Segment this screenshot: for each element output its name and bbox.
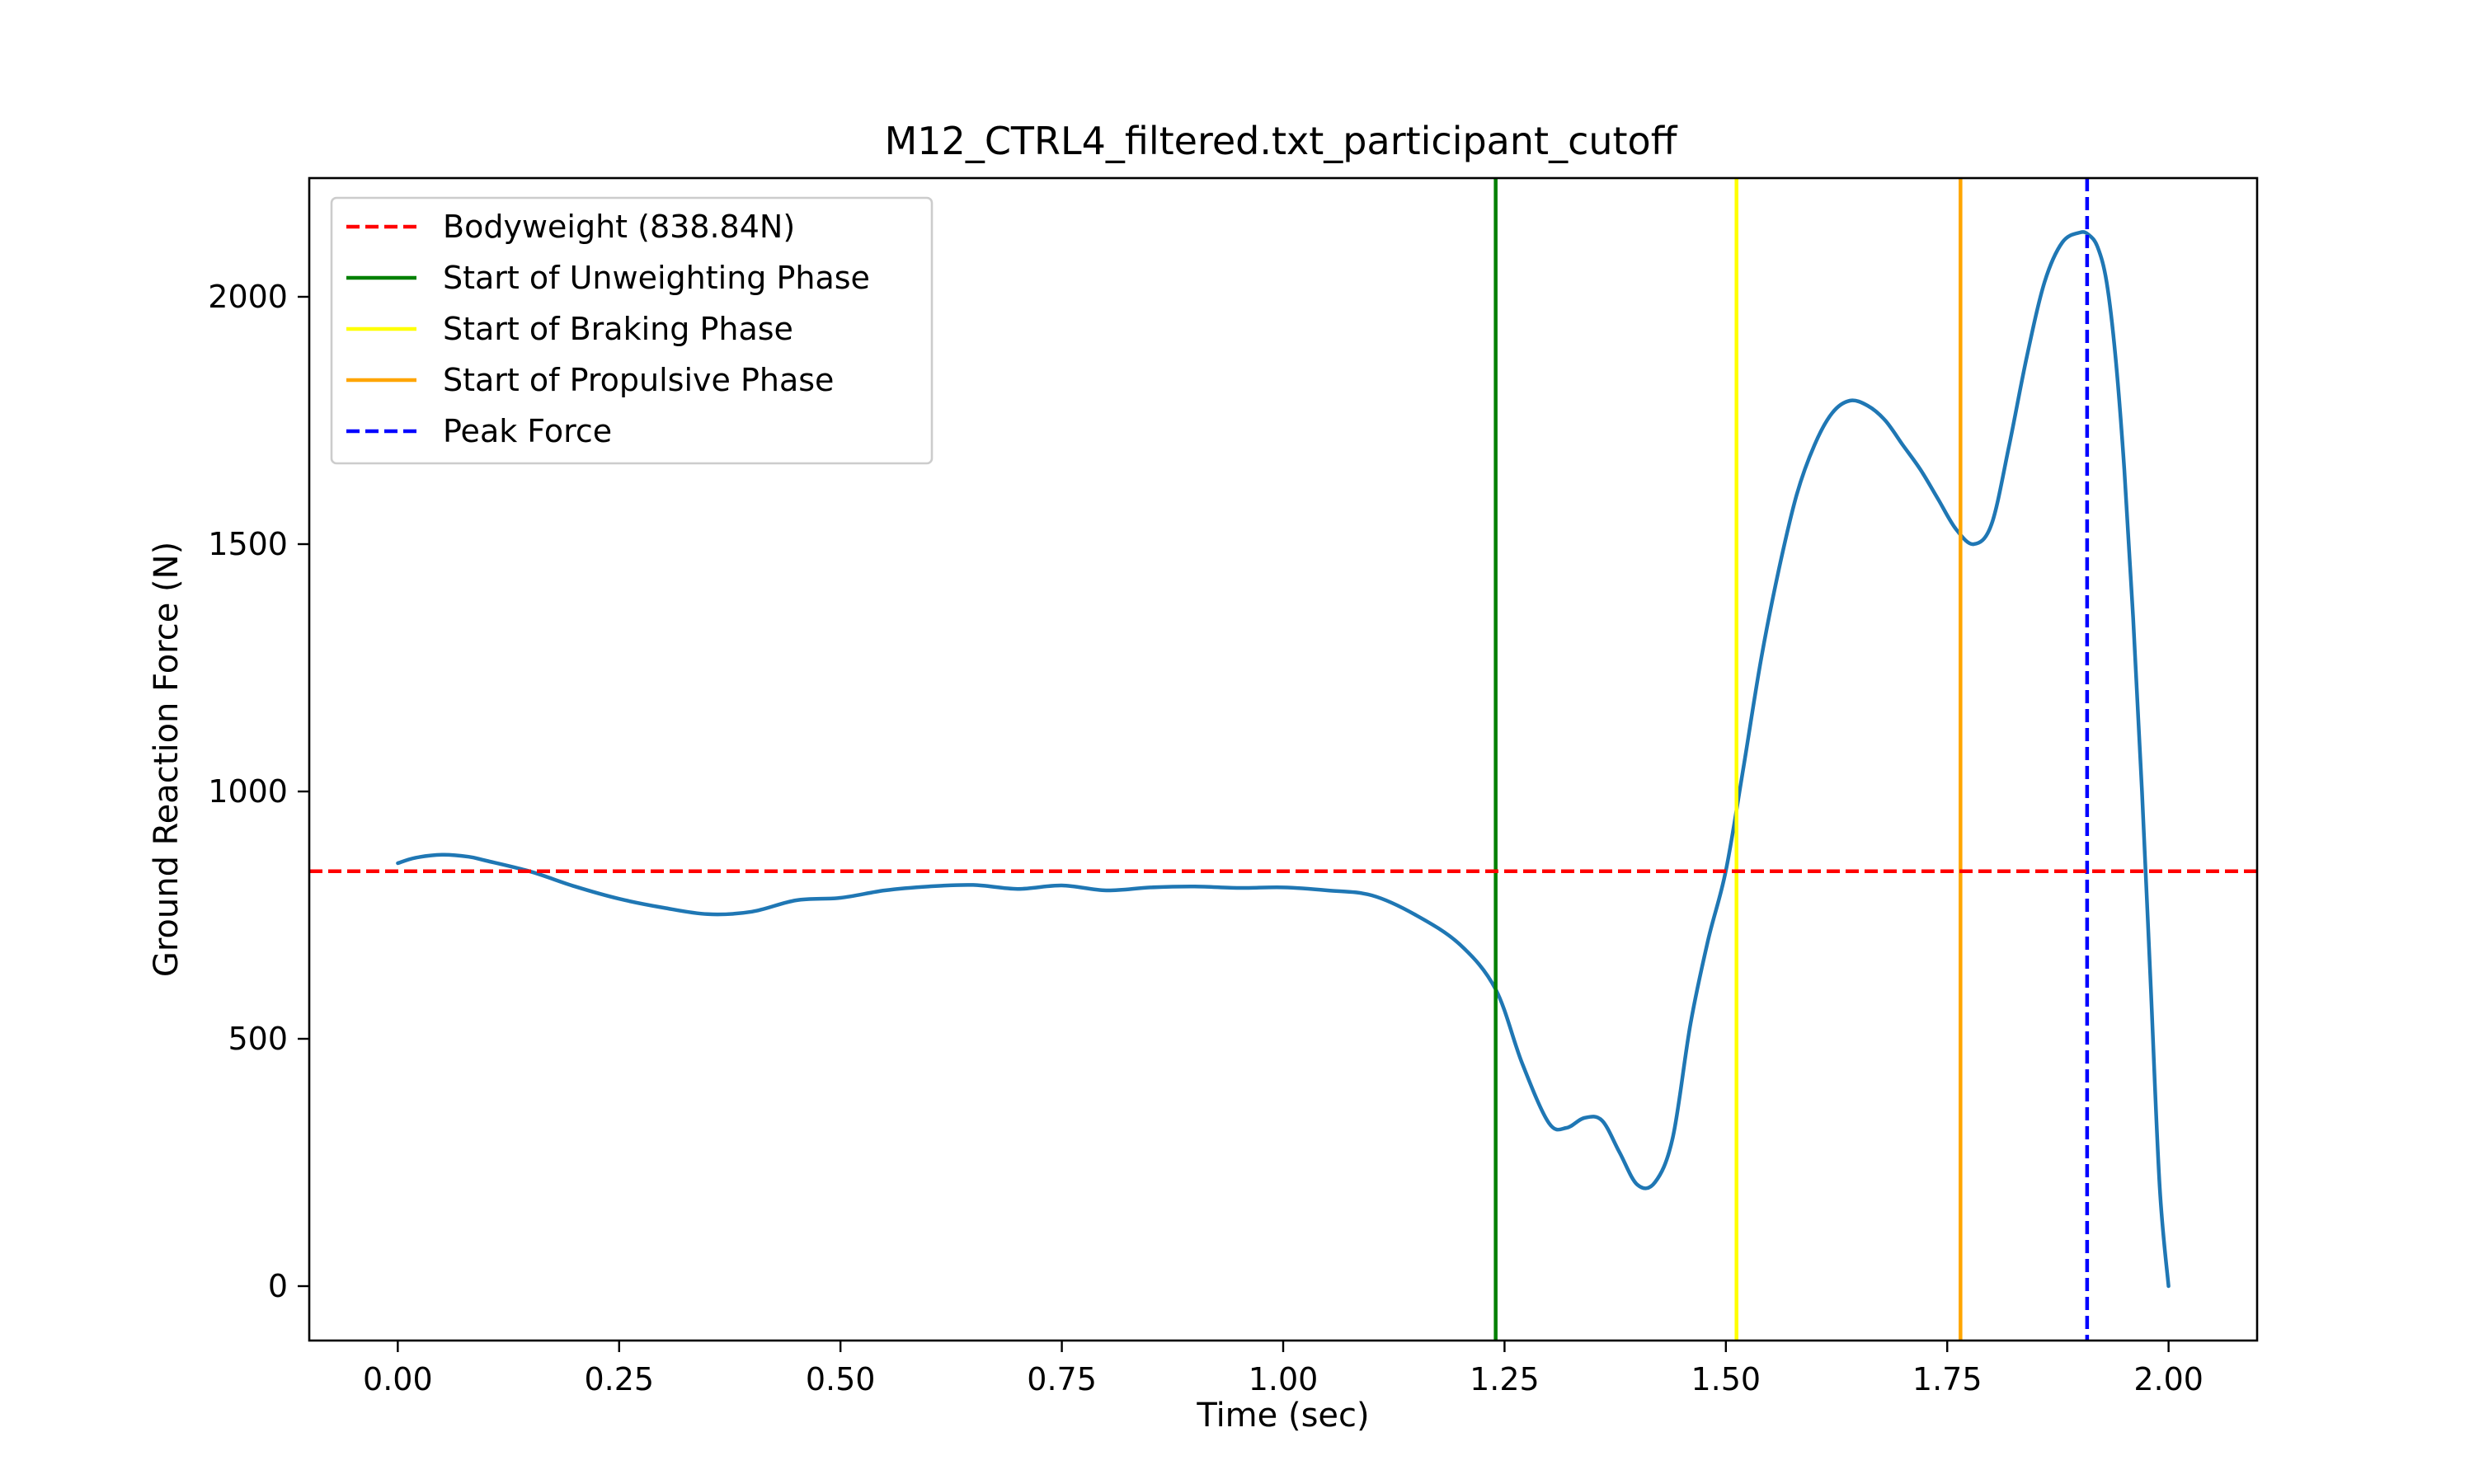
- x-tick-label: 1.75: [1912, 1361, 1982, 1397]
- legend-entry-label: Start of Braking Phase: [443, 311, 793, 347]
- x-tick-label: 0.00: [363, 1361, 433, 1397]
- legend-box: [330, 196, 934, 465]
- x-tick-label: 0.25: [584, 1361, 654, 1397]
- x-tick-label: 2.00: [2133, 1361, 2204, 1397]
- x-tick-label: 1.25: [1470, 1361, 1540, 1397]
- legend: Bodyweight (838.84N) Start of Unweighting…: [330, 196, 934, 465]
- y-tick-label: 2000: [208, 279, 288, 315]
- y-tick-label: 0: [268, 1268, 288, 1304]
- chart-title: M12_CTRL4_filtered.txt_participant_cutof…: [885, 119, 1678, 163]
- x-axis-label: Time (sec): [1196, 1397, 1369, 1435]
- y-tick-label: 1500: [208, 526, 288, 562]
- legend-entry-label: Bodyweight (838.84N): [443, 209, 795, 245]
- legend-entry-label: Peak Force: [443, 413, 612, 449]
- x-tick-label: 1.00: [1249, 1361, 1319, 1397]
- x-tick-label: 0.75: [1027, 1361, 1097, 1397]
- legend-entry-label: Start of Propulsive Phase: [443, 362, 834, 398]
- ticks-layer: 0.00 0.25 0.50 0.75 1.00 1.25 1.50 1.75 2.00 0 500…: [208, 279, 2204, 1397]
- y-axis-label: Ground Reaction Force (N): [148, 542, 186, 977]
- plot-layer: [309, 178, 2257, 1341]
- y-tick-label: 500: [228, 1021, 288, 1057]
- plot-frame: [308, 176, 2259, 1342]
- y-tick-label: 1000: [208, 773, 288, 810]
- legend-entry-label: Start of Unweighting Phase: [443, 260, 870, 296]
- x-tick-label: 0.50: [806, 1361, 876, 1397]
- x-tick-label: 1.50: [1691, 1361, 1761, 1397]
